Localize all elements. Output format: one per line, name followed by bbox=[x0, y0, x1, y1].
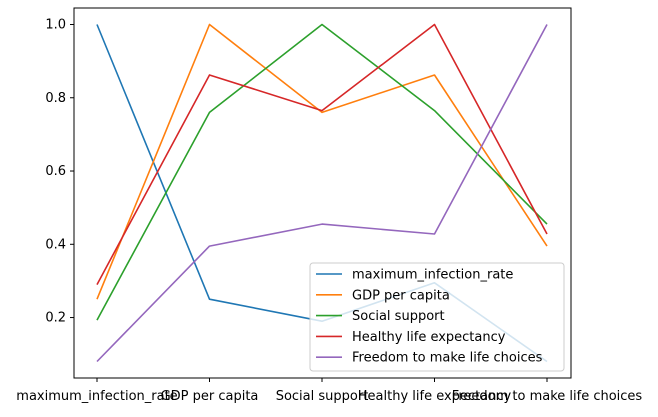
legend-label-2: Social support bbox=[352, 309, 445, 324]
series-line-2 bbox=[96, 23, 548, 321]
x-tick-label: Healthy life expectancy bbox=[358, 389, 512, 404]
legend: maximum_infection_rate GDP per capita Soci… bbox=[309, 262, 565, 372]
y-tick-label: 0.2 bbox=[45, 311, 66, 326]
legend-label-4: Freedom to make life choices bbox=[352, 351, 543, 366]
y-axis: 0.2 0.4 0.6 0.8 1.0 bbox=[45, 17, 74, 326]
series-line-3 bbox=[96, 23, 548, 285]
series-line-1 bbox=[96, 23, 548, 300]
x-tick-label: Freedom to make life choices bbox=[452, 389, 643, 404]
y-tick-label: 0.4 bbox=[45, 237, 66, 252]
series-line-4 bbox=[96, 24, 548, 363]
y-tick-label: 0.6 bbox=[45, 164, 66, 179]
x-tick-label: Social support bbox=[276, 389, 369, 404]
legend-label-1: GDP per capita bbox=[352, 288, 450, 303]
legend-box bbox=[309, 262, 565, 372]
legend-label-0: maximum_infection_rate bbox=[352, 268, 513, 283]
legend-label-3: Healthy life expectancy bbox=[352, 330, 506, 345]
x-tick-label: maximum_infection_rate bbox=[16, 389, 177, 404]
y-tick-label: 1.0 bbox=[45, 17, 66, 32]
y-tick-label: 0.8 bbox=[45, 91, 66, 106]
x-tick-label: GDP per capita bbox=[161, 389, 259, 404]
